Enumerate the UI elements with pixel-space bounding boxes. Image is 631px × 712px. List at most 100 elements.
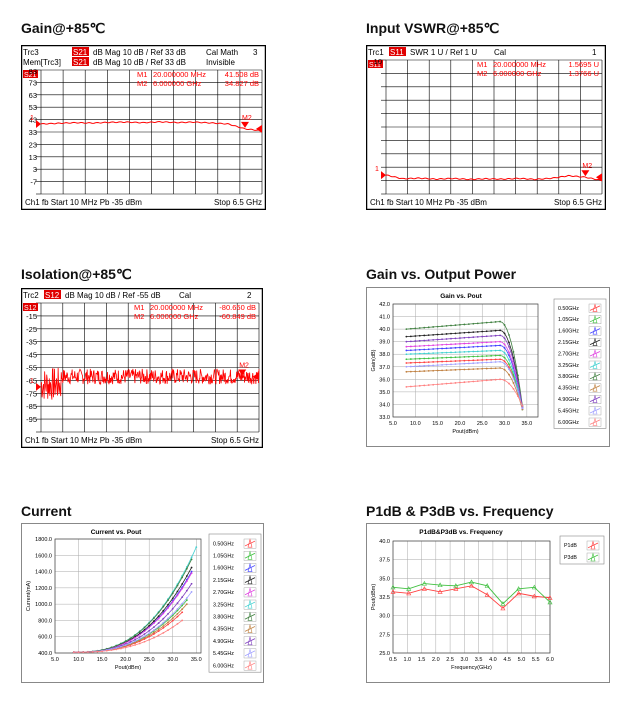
legend-label: 4.35GHz bbox=[213, 627, 234, 633]
legend-line bbox=[589, 328, 601, 334]
series-point bbox=[467, 336, 470, 339]
legend-line bbox=[587, 542, 599, 549]
trace-id-highlight bbox=[72, 47, 89, 56]
legend-line bbox=[589, 305, 601, 311]
series-point bbox=[157, 617, 160, 620]
legend-marker bbox=[247, 599, 253, 609]
series-point bbox=[463, 362, 466, 365]
series-point bbox=[517, 387, 519, 390]
trace-id-highlight bbox=[389, 47, 406, 56]
series-point bbox=[176, 612, 179, 615]
marker-value: -60.849 dB bbox=[219, 312, 256, 321]
series-point bbox=[423, 326, 426, 329]
series-point bbox=[476, 380, 479, 383]
series-point bbox=[547, 595, 553, 600]
series-point bbox=[171, 592, 174, 595]
series-point bbox=[162, 621, 165, 624]
series-point bbox=[418, 365, 421, 367]
marker-value: 34.827 dB bbox=[225, 79, 259, 88]
series-point bbox=[185, 580, 188, 583]
y-tick-label: -15 bbox=[26, 312, 37, 321]
series-point bbox=[427, 357, 430, 360]
x-tick-label: 30.0 bbox=[167, 657, 178, 663]
series-point bbox=[418, 357, 421, 360]
edge-arrow bbox=[256, 124, 262, 133]
series-point bbox=[418, 384, 421, 387]
series-point bbox=[485, 367, 488, 370]
series-point bbox=[390, 589, 396, 594]
x-tick-label: 3.5 bbox=[475, 657, 483, 663]
series-point bbox=[414, 357, 417, 360]
series-point bbox=[503, 343, 506, 346]
series-point bbox=[453, 586, 459, 591]
series-point bbox=[432, 344, 435, 347]
y-tick-label: 73 bbox=[29, 78, 37, 87]
trace-line bbox=[385, 174, 603, 182]
marker-1-pointer bbox=[36, 382, 41, 391]
series-point bbox=[432, 333, 435, 336]
current-svg: Current vs. Pout 400.0 600.0 800.0 1000.0 120… bbox=[21, 523, 264, 683]
series-point bbox=[463, 381, 466, 384]
legend-label: 5.45GHz bbox=[213, 651, 234, 657]
p1db-svg: P1dB&P3dB vs. Frequency 25.0 27.5 30.0 32.5 3… bbox=[366, 523, 610, 683]
series-point bbox=[148, 638, 151, 641]
y-tick-label: 33 bbox=[29, 128, 37, 137]
series-point bbox=[467, 331, 470, 334]
series-point bbox=[129, 642, 132, 645]
series-point bbox=[512, 360, 515, 363]
series-point bbox=[409, 353, 412, 355]
series-point bbox=[82, 651, 85, 654]
series-point bbox=[467, 355, 470, 358]
gain85-svg: Trc3 S21 dB Mag 10 dB / Ref 33 dB Cal Math 3… bbox=[21, 45, 266, 210]
legend-marker bbox=[247, 550, 253, 560]
y-tick-label: -7 bbox=[30, 178, 37, 187]
series-point bbox=[441, 360, 443, 363]
series-point bbox=[157, 628, 160, 631]
series-point bbox=[499, 334, 501, 337]
series-point bbox=[531, 584, 537, 590]
series-point bbox=[423, 361, 426, 364]
series-point bbox=[115, 647, 118, 649]
legend-marker bbox=[247, 648, 253, 658]
x-tick-label: 30.0 bbox=[499, 421, 510, 427]
series-point bbox=[485, 358, 488, 361]
series-point bbox=[134, 641, 136, 644]
series-point bbox=[427, 339, 430, 342]
y-tick-label: 400.0 bbox=[38, 651, 52, 657]
series-point bbox=[459, 323, 461, 326]
series-point bbox=[157, 625, 160, 628]
legend-label: 3.25GHz bbox=[213, 602, 234, 608]
series-point bbox=[472, 342, 475, 345]
y-tick-label: 43 bbox=[29, 116, 37, 125]
marker-freq: 20.000000 MHz bbox=[150, 303, 203, 312]
series-point bbox=[467, 362, 470, 365]
series-point bbox=[490, 345, 493, 347]
chart-title: Current vs. Pout bbox=[91, 529, 142, 536]
legend-marker bbox=[592, 417, 598, 426]
trace-label-box bbox=[368, 60, 383, 68]
header-text: Trc1 bbox=[368, 48, 384, 57]
series-point bbox=[418, 370, 421, 373]
series-point bbox=[423, 352, 426, 355]
x-tick-label: 20.0 bbox=[455, 421, 466, 427]
series-point bbox=[467, 359, 470, 362]
series-point bbox=[181, 596, 184, 599]
series-point bbox=[494, 349, 497, 352]
header-text: Invisible bbox=[206, 58, 235, 67]
trace-label-text: S11 bbox=[369, 62, 381, 69]
series-point bbox=[463, 350, 466, 353]
series-point bbox=[138, 632, 141, 635]
series-point bbox=[485, 345, 488, 348]
series-point bbox=[463, 331, 466, 334]
marker-freq: 20.000000 MHz bbox=[493, 60, 546, 69]
y-tick-label: 25.0 bbox=[379, 651, 390, 657]
series-point bbox=[436, 352, 439, 354]
vna-frame bbox=[21, 45, 266, 210]
series-point bbox=[176, 594, 179, 597]
series-point bbox=[490, 330, 493, 332]
series-point bbox=[432, 361, 435, 363]
series-point bbox=[494, 334, 497, 337]
series-point bbox=[436, 338, 439, 341]
marker-label: M2 bbox=[137, 79, 147, 88]
series-point bbox=[134, 636, 136, 639]
